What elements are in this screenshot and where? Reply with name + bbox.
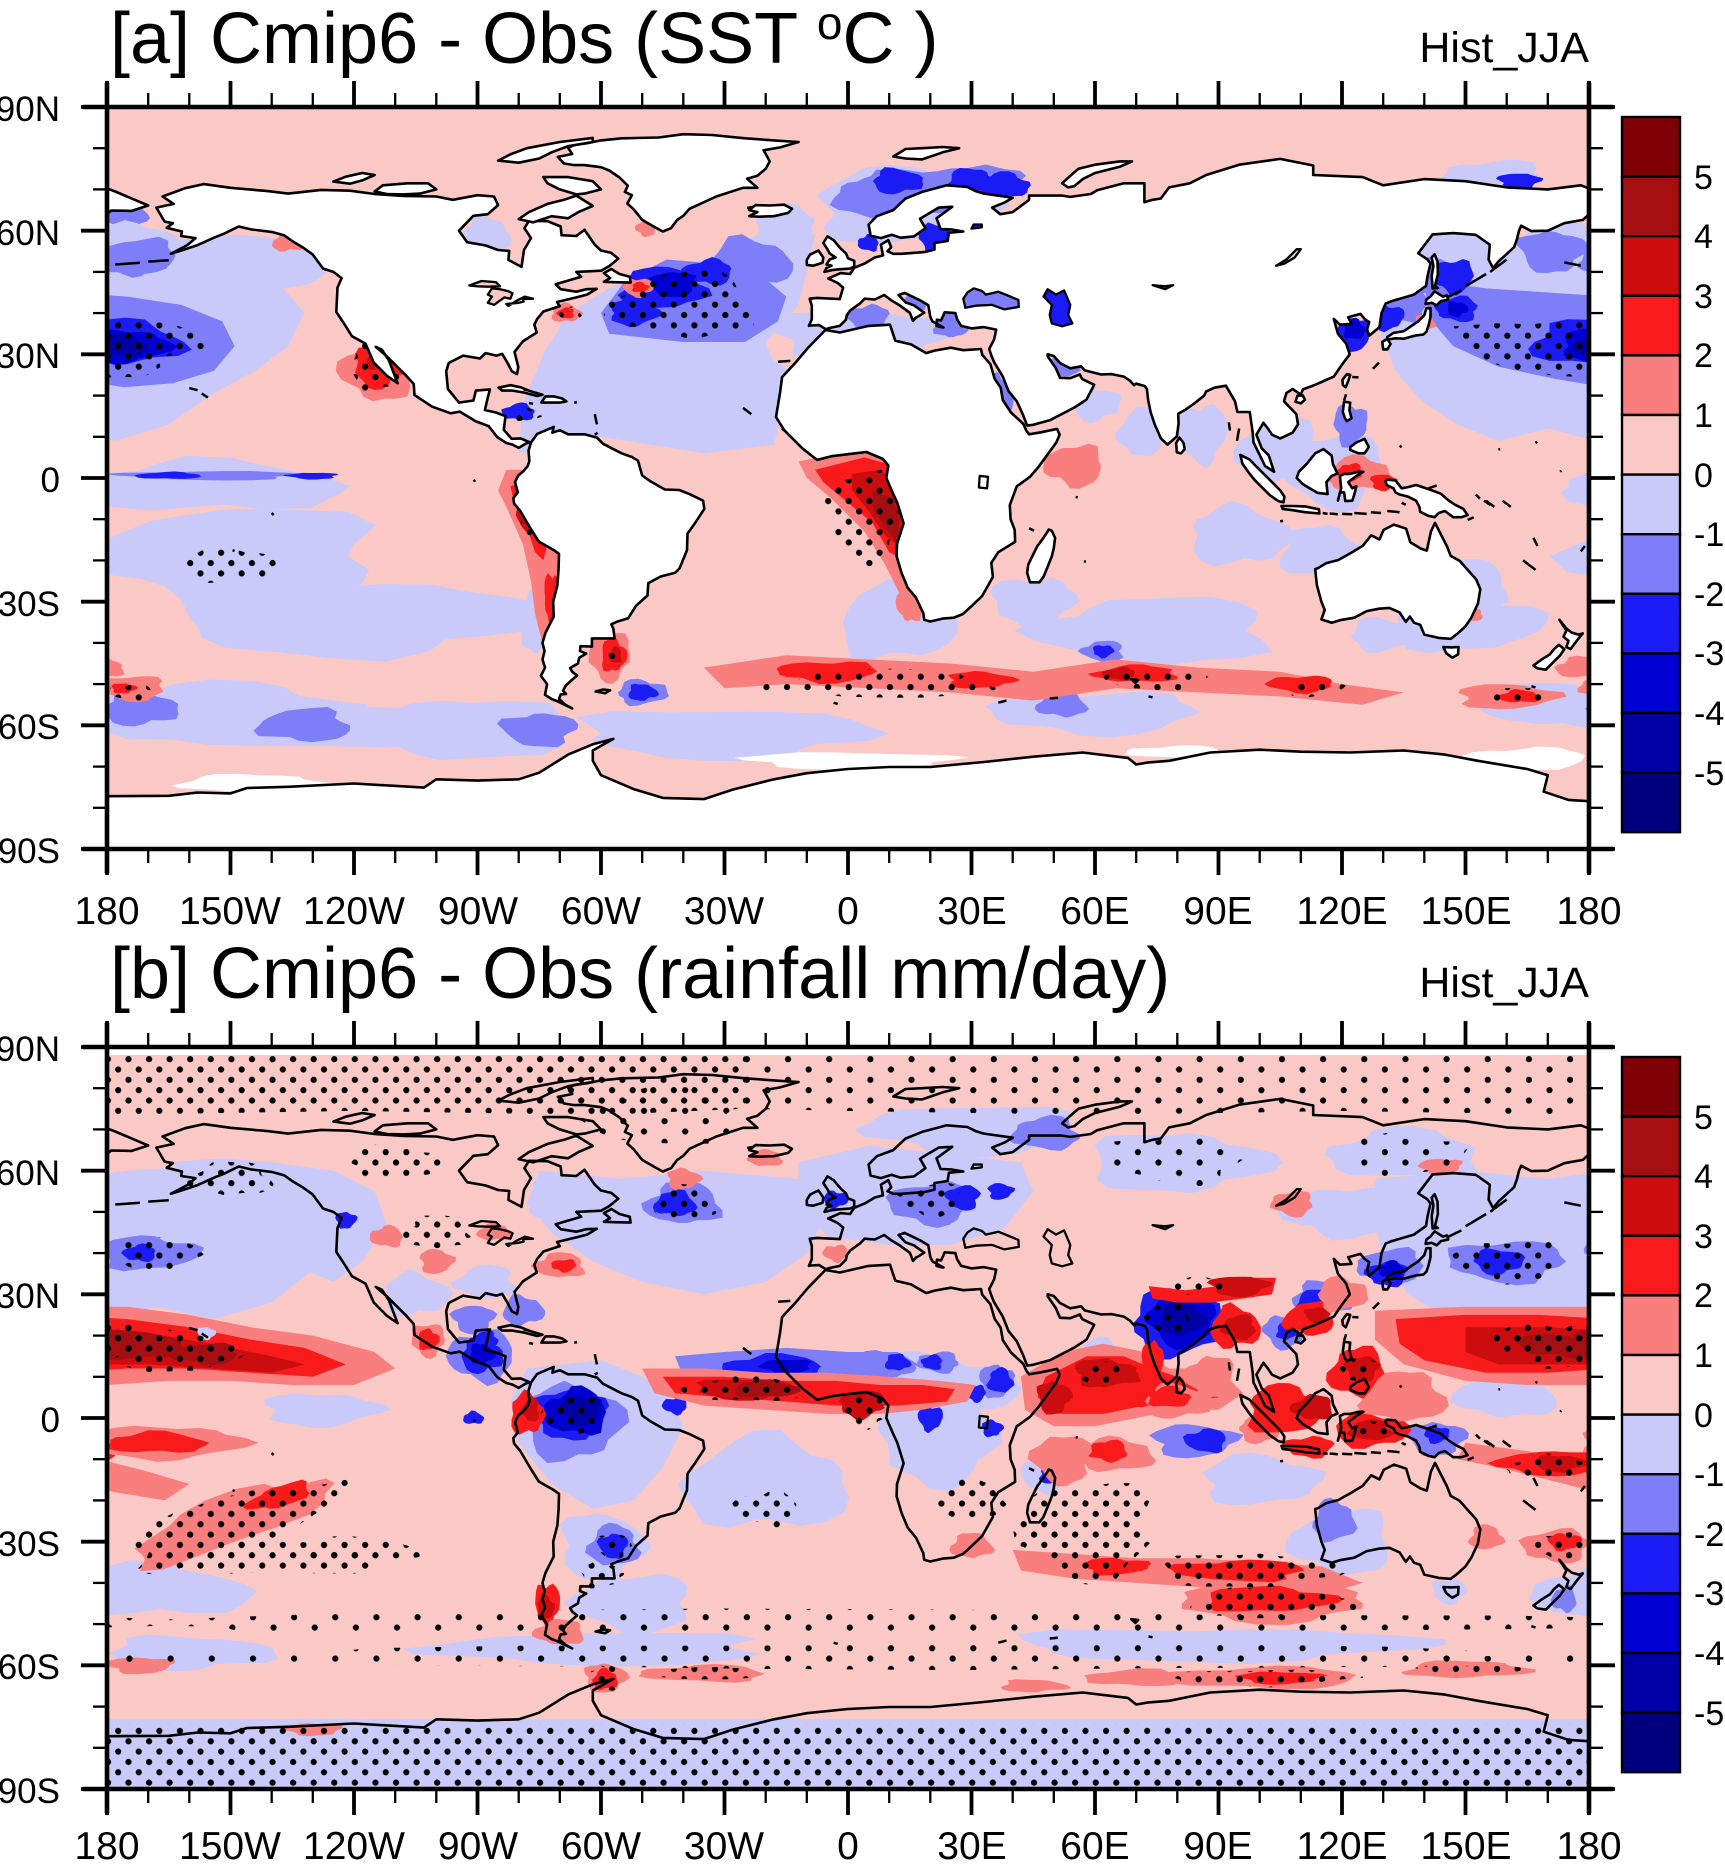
svg-text:5: 5 (1694, 1099, 1713, 1137)
svg-text:60W: 60W (561, 890, 641, 933)
svg-text:-5: -5 (1694, 755, 1724, 793)
svg-text:[b] Cmip6 - Obs (rainfall mm/d: [b] Cmip6 - Obs (rainfall mm/day) (110, 934, 1170, 1014)
svg-text:90W: 90W (438, 1825, 518, 1865)
svg-text:0: 0 (1694, 457, 1713, 495)
svg-text:-2: -2 (1694, 1516, 1724, 1554)
svg-text:0: 0 (837, 890, 859, 933)
svg-text:120E: 120E (1296, 1825, 1387, 1865)
svg-text:120W: 120W (303, 1825, 405, 1865)
svg-text:30W: 30W (684, 1825, 764, 1865)
svg-text:Hist_JJA: Hist_JJA (1419, 24, 1589, 72)
svg-text:1: 1 (1694, 397, 1713, 435)
svg-text:-5: -5 (1694, 1695, 1724, 1733)
svg-text:30W: 30W (684, 890, 764, 933)
svg-text:90E: 90E (1183, 890, 1252, 933)
svg-text:30S: 30S (0, 1525, 60, 1564)
svg-text:150E: 150E (1420, 1825, 1511, 1865)
svg-text:30N: 30N (0, 337, 60, 376)
svg-text:Hist_JJA: Hist_JJA (1419, 959, 1589, 1007)
svg-text:180: 180 (74, 1825, 139, 1865)
svg-text:180: 180 (1556, 890, 1621, 933)
svg-text:60E: 60E (1060, 890, 1129, 933)
svg-text:180: 180 (74, 890, 139, 933)
svg-text:150E: 150E (1420, 890, 1511, 933)
svg-text:-2: -2 (1694, 576, 1724, 614)
svg-text:30S: 30S (0, 585, 60, 624)
svg-text:-3: -3 (1694, 1575, 1724, 1613)
svg-text:60N: 60N (0, 1154, 60, 1193)
svg-text:60S: 60S (0, 708, 60, 747)
svg-text:[a] Cmip6 - Obs (SST oC ): [a] Cmip6 - Obs (SST oC ) (110, 0, 938, 79)
svg-text:30N: 30N (0, 1277, 60, 1316)
svg-text:-3: -3 (1694, 635, 1724, 673)
svg-text:90W: 90W (438, 890, 518, 933)
svg-text:90S: 90S (0, 832, 60, 871)
svg-text:90S: 90S (0, 1772, 60, 1811)
svg-text:60N: 60N (0, 214, 60, 253)
svg-text:-1: -1 (1694, 516, 1724, 554)
svg-text:60E: 60E (1060, 1825, 1129, 1865)
svg-text:30E: 30E (937, 890, 1006, 933)
svg-text:3: 3 (1694, 278, 1713, 316)
svg-text:0: 0 (837, 1825, 859, 1865)
svg-text:90N: 90N (0, 90, 60, 129)
svg-text:150W: 150W (179, 1825, 281, 1865)
svg-text:60W: 60W (561, 1825, 641, 1865)
svg-text:120W: 120W (303, 890, 405, 933)
svg-text:2: 2 (1694, 1277, 1713, 1315)
svg-text:120E: 120E (1296, 890, 1387, 933)
svg-text:-4: -4 (1694, 1635, 1724, 1673)
svg-text:3: 3 (1694, 1218, 1713, 1256)
svg-text:30E: 30E (937, 1825, 1006, 1865)
svg-text:4: 4 (1694, 1158, 1713, 1196)
svg-text:90E: 90E (1183, 1825, 1252, 1865)
svg-text:0: 0 (41, 461, 60, 500)
svg-text:0: 0 (1694, 1397, 1713, 1435)
svg-text:2: 2 (1694, 337, 1713, 375)
svg-text:150W: 150W (179, 890, 281, 933)
svg-text:0: 0 (41, 1401, 60, 1440)
svg-text:-1: -1 (1694, 1456, 1724, 1494)
svg-text:90N: 90N (0, 1030, 60, 1069)
svg-text:60S: 60S (0, 1648, 60, 1687)
svg-text:-4: -4 (1694, 695, 1724, 733)
svg-text:5: 5 (1694, 159, 1713, 197)
svg-text:4: 4 (1694, 218, 1713, 256)
svg-text:1: 1 (1694, 1337, 1713, 1375)
svg-text:180: 180 (1556, 1825, 1621, 1865)
